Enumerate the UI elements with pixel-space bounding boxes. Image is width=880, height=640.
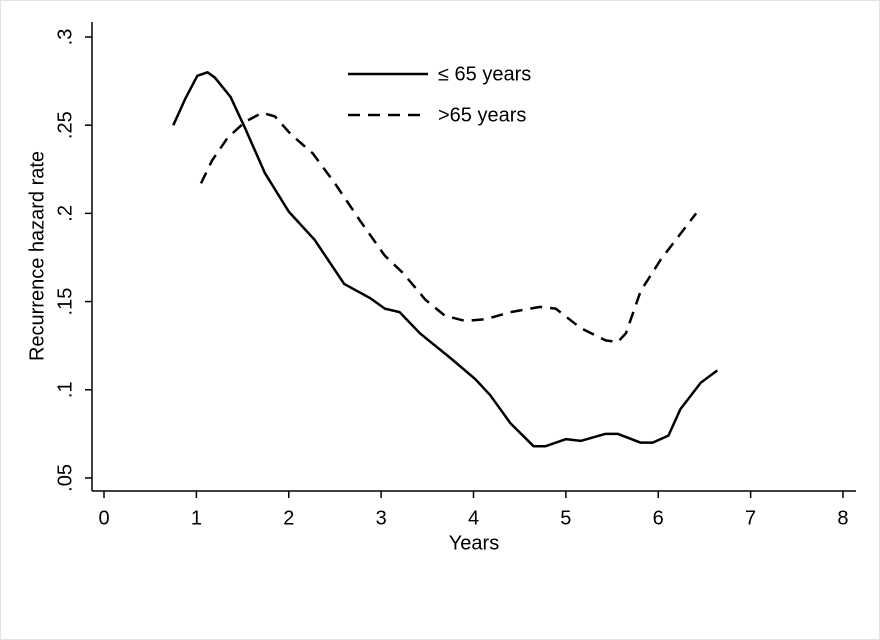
legend-label: >65 years: [438, 104, 526, 126]
y-tick-label: .05: [54, 464, 76, 492]
legend-label: ≤ 65 years: [438, 63, 531, 85]
x-tick-label: 1: [191, 507, 202, 529]
y-tick-label: .25: [54, 111, 76, 139]
x-tick-label: 2: [283, 507, 294, 529]
x-tick-label: 6: [653, 507, 664, 529]
x-tick-label: 0: [98, 507, 109, 529]
line-series: [172, 71, 719, 448]
y-tick-label: .2: [54, 205, 76, 222]
x-tick-label: 3: [376, 507, 387, 529]
y-tick-label: .15: [54, 288, 76, 316]
x-tick-label: 7: [745, 507, 756, 529]
x-tick-label: 5: [560, 507, 571, 529]
y-axis-label: Recurrence hazard rate: [26, 151, 48, 361]
x-tick-label: 4: [468, 507, 479, 529]
x-axis-label: Years: [449, 532, 499, 554]
y-tick-label: .3: [54, 29, 76, 46]
y-tick-label: .1: [54, 381, 76, 398]
x-tick-label: 8: [837, 507, 848, 529]
